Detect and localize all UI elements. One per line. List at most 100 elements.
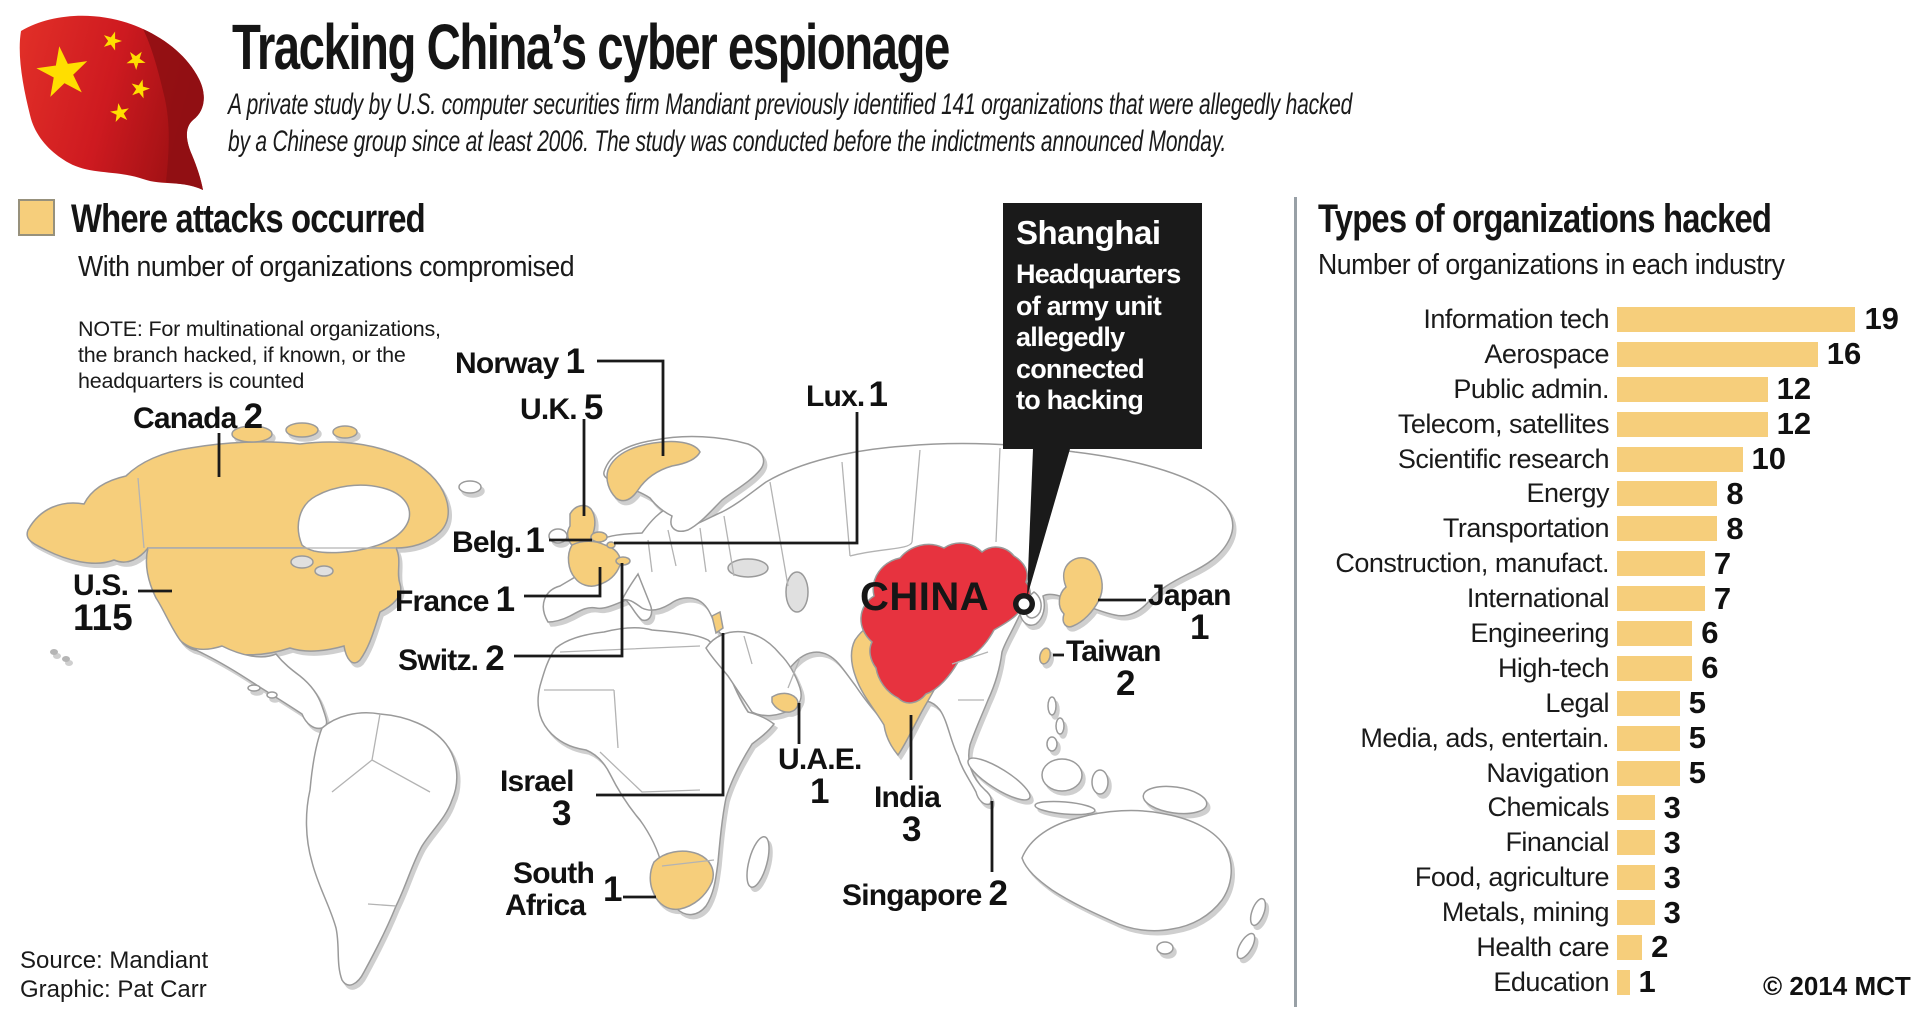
chart-bar [1617,934,1643,960]
country-name: Japan [1148,579,1232,612]
chart-value-label: 7 [1713,545,1732,581]
chart-value-label: 3 [1663,789,1681,825]
chart-row: Transportation 8 [1310,511,1915,546]
chart-value-label: 3 [1663,824,1681,860]
chart-value-label: 19 [1864,301,1899,337]
chart-bar [1617,830,1655,856]
chart-bar [1617,446,1743,472]
country-name: Canada [133,402,237,435]
chart-category-label: Energy [1526,478,1609,509]
map-label-luxembourg: Lux. 1 [806,375,888,415]
chart-value-label: 12 [1776,406,1812,442]
chart-bar [1617,516,1718,542]
country-value: 2 [485,639,505,678]
chart-bar [1617,551,1705,577]
map-label-israel: Israel 3 [500,765,574,833]
map-label-france: France 1 [395,580,515,620]
chart-bar [1617,690,1680,716]
chart-category-label: Food, agriculture [1414,862,1610,893]
country-value: 1 [868,375,888,414]
chart-value-label: 7 [1713,580,1732,616]
chart-row: Energy 8 [1310,476,1915,511]
country-name: Israel [500,765,574,798]
chart-row: Construction, manufact. 7 [1310,546,1915,581]
country-name: U.A.E. [778,743,862,776]
chart-row: Navigation 5 [1310,755,1915,791]
chart-bar [1617,725,1680,751]
chart-row: Aerospace 16 [1310,336,1915,372]
callout-line: allegedly [1016,322,1125,352]
country-name: India [874,781,941,814]
country-value: 1 [1190,608,1210,647]
country-name: Norway [455,347,559,380]
country-borders [137,447,1001,907]
map-label-south-africa: South Africa 1 [505,857,635,923]
chart-category-label: Legal [1545,687,1609,718]
country-name: Africa [505,889,586,922]
country-value: 2 [988,874,1008,913]
source-line: Source: Mandiant [20,947,209,974]
country-value: 2 [243,397,264,436]
map-note: NOTE: For multinational organizations, t… [78,316,441,394]
chart-value-label: 5 [1688,685,1706,721]
chart-value-label: 3 [1663,859,1681,895]
chart-category-label: Media, ads, entertain. [1360,722,1609,753]
source-credit: Source: Mandiant Graphic: Pat Carr [20,946,208,1004]
callout-title: Shanghai [1016,214,1161,251]
chart-value-label: 6 [1701,650,1719,686]
country-value: 3 [552,794,572,833]
credit-line: Graphic: Pat Carr [20,976,207,1003]
country-value: 1 [565,342,586,381]
chart-category-label: Public admin. [1453,373,1609,404]
country-name: South [513,857,595,890]
map-label-taiwan: Taiwan 2 [1066,636,1161,703]
country-value: 2 [1116,664,1136,703]
chart-bar [1617,655,1693,681]
chart-bar [1617,376,1768,402]
map-label-japan: Japan 1 [1148,579,1232,647]
chart-row: Media, ads, entertain. 5 [1310,720,1915,756]
country-value: 1 [810,772,830,811]
chart-value-label: 12 [1776,371,1812,407]
chart-row: Information tech 19 [1310,301,1915,337]
chart-bar [1617,620,1693,646]
map-landmasses [26,422,1267,986]
chart-category-label: Financial [1505,827,1609,858]
map-label-switzerland: Switz. 2 [398,639,505,679]
map-label-uk: U.K. 5 [520,388,603,428]
chart-row: Engineering 6 [1310,615,1915,651]
chart-category-label: Health care [1476,931,1609,962]
country-value: 3 [902,810,922,849]
chart-category-label: Scientific research [1397,443,1610,474]
map-label-uae: U.A.E. 1 [778,743,862,811]
country-value: 1 [525,521,545,560]
chart-category-label: Engineering [1470,617,1609,648]
callout-line: to hacking [1016,385,1144,415]
chart-bar [1617,900,1655,926]
country-value: 1 [603,870,623,909]
chart-category-label: Information tech [1423,303,1609,334]
map-label-belgium: Belg. 1 [452,521,545,561]
section-divider [1294,197,1297,1007]
chart-value-label: 1 [1638,964,1656,1000]
chart-section-heading: Types of organizations hacked [1318,197,1772,241]
country-name: U.K. [520,393,578,426]
shanghai-dot [1018,598,1030,610]
chart-bar [1617,795,1655,821]
chart-row: Public admin. 12 [1310,371,1915,407]
map-label-china: CHINA [860,575,990,619]
chart-value-label: 3 [1663,894,1681,930]
country-name: Lux. [806,380,865,413]
chart-value-label: 16 [1826,336,1862,372]
chart-category-label: Telecom, satellites [1397,408,1610,439]
country-value: 115 [73,597,133,638]
page-title: Tracking China’s cyber espionage [232,11,950,83]
map-label-canada: Canada 2 [133,397,263,437]
attack-legend-swatch [18,199,55,236]
chart-row: Financial 3 [1310,825,1915,860]
chart-value-label: 8 [1726,475,1744,511]
chart-bar [1617,865,1655,891]
chart-bar [1617,760,1680,786]
page-subtitle-line1: A private study by U.S. computer securit… [228,88,1353,121]
